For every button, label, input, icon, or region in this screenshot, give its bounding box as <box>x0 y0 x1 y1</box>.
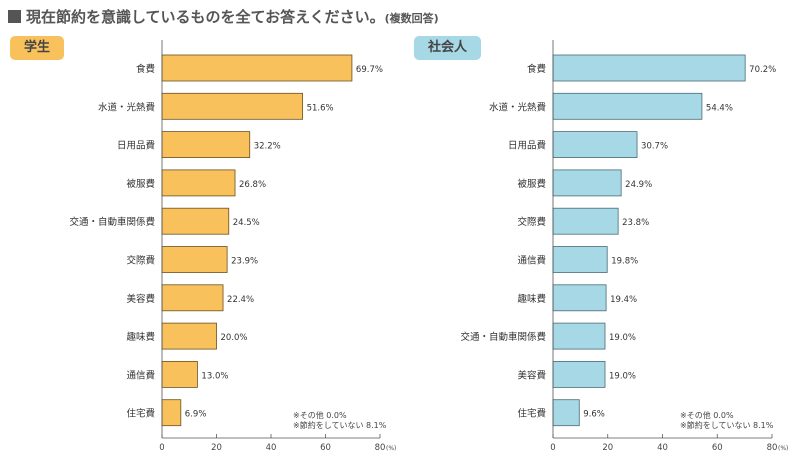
group-badge-workers: 社会人 <box>414 36 482 60</box>
x-tick-label: 0 <box>550 443 555 453</box>
bar <box>161 246 228 273</box>
data-label: 70.2% <box>749 65 776 75</box>
category-label: 水道・光熱費 <box>489 101 546 113</box>
bar <box>552 92 703 120</box>
group-badge-students: 学生 <box>10 36 65 60</box>
data-label: 9.6% <box>583 410 605 420</box>
data-label: 32.2% <box>254 142 281 152</box>
footnote: ※節約をしていない 8.1% <box>293 420 387 430</box>
category-label: 通信費 <box>517 255 546 267</box>
data-label: 13.0% <box>201 371 228 381</box>
bar <box>552 322 606 350</box>
category-label: 被服費 <box>517 178 546 190</box>
bar <box>552 54 746 82</box>
data-label: 19.4% <box>610 295 637 305</box>
data-label: 19.0% <box>609 371 636 381</box>
x-unit-label: (%) <box>778 445 788 452</box>
category-label: 交通・自動車関係費 <box>69 216 155 228</box>
bar <box>552 131 638 159</box>
bar <box>552 360 606 388</box>
x-tick-label: 0 <box>159 443 164 453</box>
bar <box>161 207 230 235</box>
bar <box>161 399 182 427</box>
data-label: 19.0% <box>609 333 636 343</box>
bar <box>161 284 224 312</box>
x-tick-label: 40 <box>657 443 668 453</box>
category-label: 美容費 <box>517 369 546 381</box>
title-square-icon <box>8 10 21 23</box>
bar <box>161 92 304 120</box>
category-label: 通信費 <box>126 369 155 381</box>
data-label: 30.7% <box>641 142 668 152</box>
bar <box>552 169 622 197</box>
x-tick-label: 60 <box>320 443 331 453</box>
category-label: 交際費 <box>126 255 155 267</box>
bar <box>161 54 353 82</box>
category-label: 日用品費 <box>117 140 155 152</box>
x-tick-label: 20 <box>211 443 222 453</box>
x-tick-label: 80 <box>767 443 778 453</box>
category-label: 食費 <box>527 63 546 75</box>
category-label: 趣味費 <box>517 293 546 305</box>
x-tick-label: 60 <box>712 443 723 453</box>
x-tick-label: 80 <box>375 443 386 453</box>
data-label: 20.0% <box>221 333 248 343</box>
bar <box>552 246 608 273</box>
title-note: (複数回答) <box>384 12 439 25</box>
category-label: 住宅費 <box>517 408 546 420</box>
data-label: 69.7% <box>356 65 383 75</box>
footnote: ※節約をしていない 8.1% <box>680 420 774 430</box>
category-label: 交際費 <box>517 216 546 228</box>
category-label: 被服費 <box>126 178 155 190</box>
bar <box>161 131 251 159</box>
category-label: 住宅費 <box>126 408 155 420</box>
title-text: 現在節約を意識しているものを全てお答えください。 <box>26 8 385 26</box>
category-label: 食費 <box>136 63 155 75</box>
data-label: 51.6% <box>307 103 334 113</box>
footnote: ※その他 0.0% <box>293 410 347 420</box>
data-label: 24.5% <box>233 218 260 228</box>
x-unit-label: (%) <box>386 445 396 452</box>
data-label: 19.8% <box>611 257 638 267</box>
category-label: 日用品費 <box>508 140 546 152</box>
data-label: 24.9% <box>625 180 652 190</box>
x-tick-label: 20 <box>602 443 613 453</box>
bar <box>161 169 236 197</box>
x-tick-label: 40 <box>266 443 277 453</box>
data-label: 26.8% <box>239 180 266 190</box>
footnote: ※その他 0.0% <box>680 410 734 420</box>
category-label: 趣味費 <box>126 331 155 343</box>
data-label: 22.4% <box>227 295 254 305</box>
bar <box>552 284 607 312</box>
category-label: 美容費 <box>126 293 155 305</box>
bar <box>552 399 580 427</box>
category-label: 水道・光熱費 <box>98 101 155 113</box>
data-label: 54.4% <box>706 103 733 113</box>
chart-title: 現在節約を意識しているものを全てお答えください。(複数回答) <box>8 6 439 27</box>
data-label: 6.9% <box>185 410 207 420</box>
bar <box>161 322 217 350</box>
data-label: 23.8% <box>622 218 649 228</box>
data-label: 23.9% <box>231 257 258 267</box>
bar <box>161 360 198 388</box>
category-label: 交通・自動車関係費 <box>460 331 546 343</box>
bar <box>552 207 619 235</box>
